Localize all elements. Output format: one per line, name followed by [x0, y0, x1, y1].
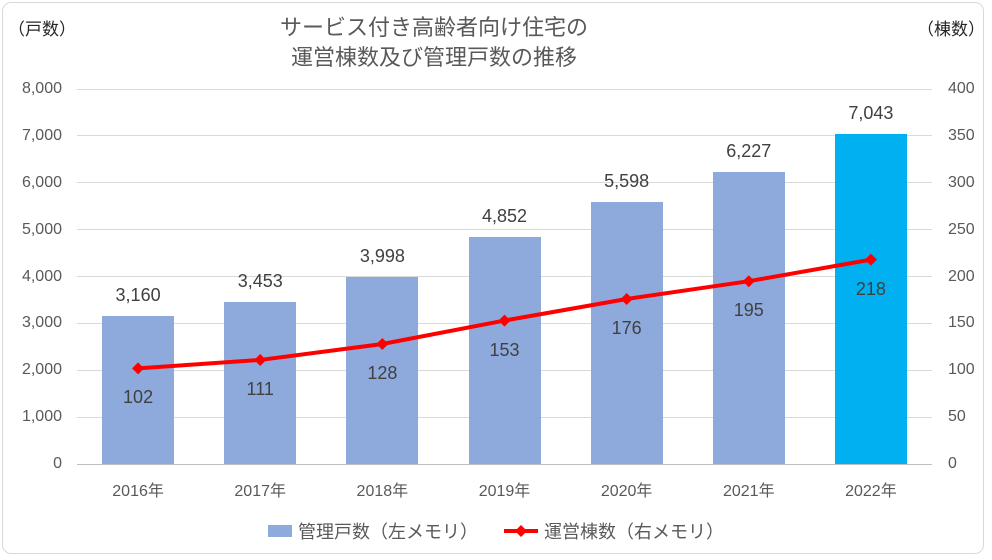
- left-axis-tick: 1,000: [21, 408, 62, 426]
- bar-value-label-2018年: 3,998: [359, 245, 405, 266]
- left-axis-tick: 0: [53, 455, 62, 472]
- right-axis-tick: 100: [948, 361, 975, 379]
- line-value-label-2021年: 195: [733, 300, 764, 321]
- bar-value-label-2022年: 7,043: [848, 102, 894, 123]
- right-axis-tick: 150: [948, 314, 975, 332]
- x-axis-label-2020年: 2020年: [600, 483, 653, 500]
- bar-value-label-2021年: 6,227: [726, 141, 772, 162]
- legend-item-managed-units: 管理戸数（左メモリ）: [268, 518, 478, 544]
- line-value-label-2022年: 218: [855, 278, 886, 299]
- left-axis-tick: 8,000: [21, 80, 62, 97]
- x-axis-label-2018年: 2018年: [356, 483, 409, 500]
- gridline: [77, 463, 932, 465]
- right-axis-caption: （棟数）: [917, 20, 985, 39]
- legend-item-operating-buildings: 運営棟数（右メモリ）: [504, 518, 724, 544]
- left-axis-tick: 4,000: [21, 267, 62, 285]
- chart-title-line2: 運営棟数及び管理戸数の推移: [290, 45, 577, 70]
- gridline: [77, 135, 932, 137]
- right-axis-tick: 0: [948, 455, 957, 472]
- line-value-label-2019年: 153: [489, 339, 520, 360]
- line-value-label-2018年: 128: [367, 363, 398, 383]
- x-axis-label-2016年: 2016年: [112, 483, 164, 500]
- right-axis-tick: 200: [948, 267, 975, 285]
- line-value-label-2020年: 176: [611, 318, 642, 338]
- x-axis-label-2017年: 2017年: [234, 483, 287, 500]
- right-axis-tick: 350: [948, 126, 975, 144]
- gridline: [77, 182, 932, 184]
- line-value-label-2016年: 102: [123, 387, 154, 408]
- gridline: [77, 229, 932, 231]
- right-axis-tick: 250: [948, 220, 975, 238]
- right-axis-tick: 300: [948, 173, 975, 191]
- x-axis-label-2019年: 2019年: [478, 483, 531, 500]
- bar-value-label-2019年: 4,852: [481, 205, 528, 226]
- legend-label-managed-units: 管理戸数（左メモリ）: [298, 522, 478, 542]
- left-axis-tick: 7,000: [21, 126, 62, 144]
- bar-value-label-2020年: 5,598: [604, 170, 650, 191]
- right-axis-tick: 400: [948, 80, 975, 97]
- left-axis-tick: 5,000: [21, 220, 62, 238]
- x-axis-label-2022年: 2022年: [845, 483, 897, 500]
- left-axis-tick: 6,000: [21, 173, 62, 191]
- right-axis-tick: 50: [948, 408, 966, 426]
- x-axis-label-2021年: 2021年: [722, 483, 775, 500]
- bar-series-swatch-icon: [268, 525, 292, 537]
- left-axis-tick: 3,000: [21, 314, 62, 332]
- bar-value-label-2016年: 3,160: [115, 284, 161, 305]
- left-axis-caption: （戸数）: [8, 20, 76, 39]
- left-axis-tick: 2,000: [21, 361, 62, 379]
- chart-title: サービス付き高齢者向け住宅の 運営棟数及び管理戸数の推移: [0, 13, 868, 73]
- legend-diamond-swatch: [515, 525, 527, 537]
- line-value-label-2017年: 111: [246, 378, 274, 399]
- bar-value-label-2017年: 3,453: [237, 271, 283, 292]
- chart-title-line1: サービス付き高齢者向け住宅の: [279, 15, 588, 40]
- legend-label-operating-buildings: 運営棟数（右メモリ）: [544, 522, 724, 542]
- legend: 管理戸数（左メモリ） 運営棟数（右メモリ）: [0, 518, 992, 544]
- gridline: [77, 88, 932, 90]
- line-series-swatch-icon: [504, 525, 538, 537]
